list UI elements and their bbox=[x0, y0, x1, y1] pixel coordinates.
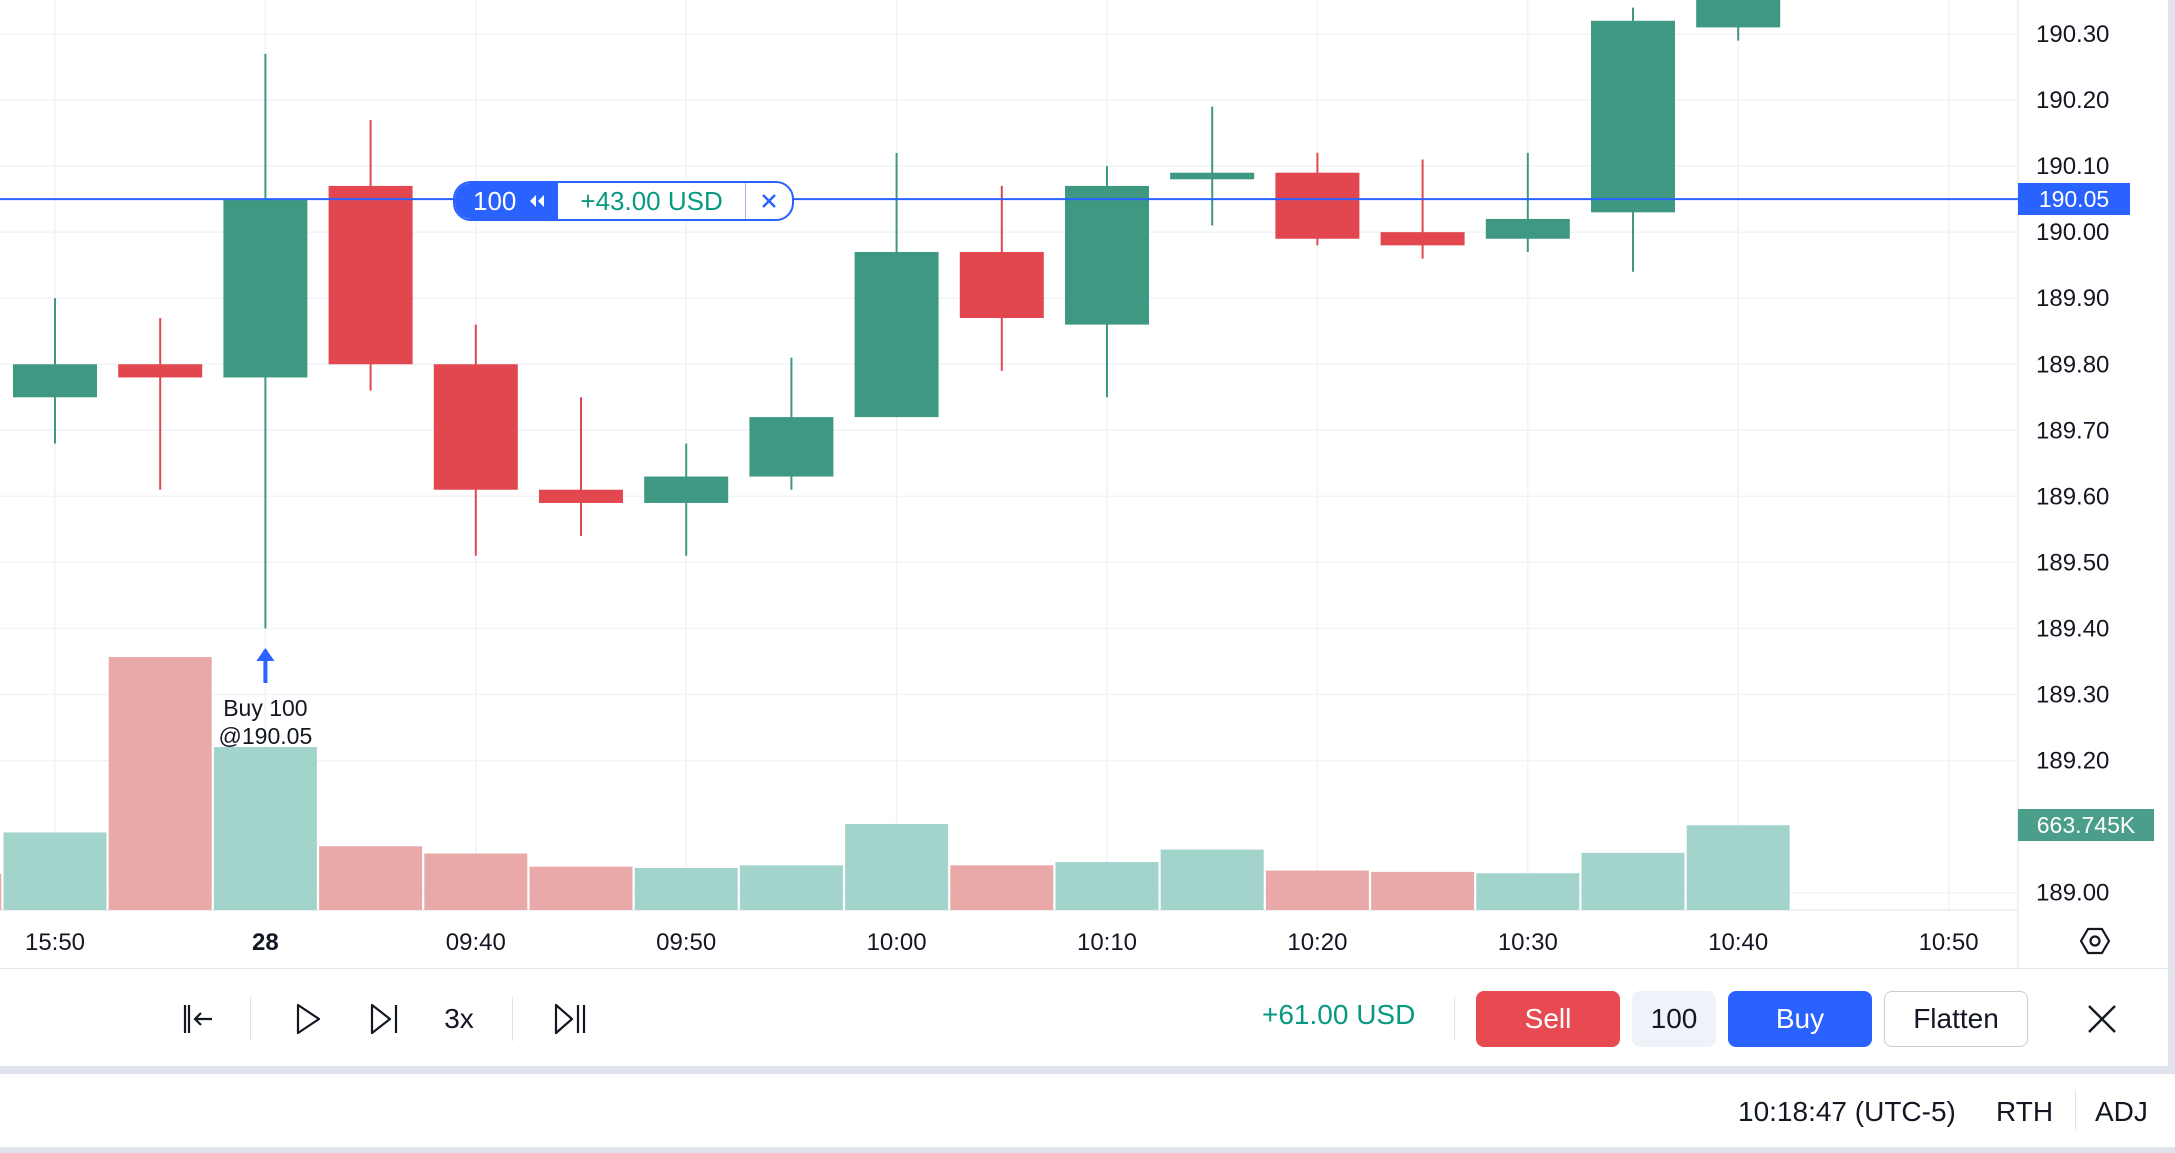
time-tick-label: 10:10 bbox=[1077, 929, 1137, 956]
chart-settings-icon[interactable] bbox=[2078, 924, 2112, 958]
candle-body bbox=[1591, 20, 1675, 213]
candle-body bbox=[1275, 172, 1360, 239]
time-tick-label: 10:20 bbox=[1287, 929, 1347, 956]
volume-bar bbox=[1686, 825, 1790, 910]
candle-body bbox=[1485, 218, 1570, 239]
volume-bar bbox=[108, 657, 212, 910]
price-tick-label: 190.00 bbox=[2036, 219, 2109, 246]
execution-label-line1: Buy 100 bbox=[223, 695, 307, 721]
play-button[interactable] bbox=[286, 991, 330, 1047]
volume-bar bbox=[213, 747, 317, 910]
total-pnl: +61.00 USD bbox=[1262, 999, 1416, 1030]
volume-bar bbox=[424, 853, 528, 910]
candle-body bbox=[854, 251, 939, 418]
chart-area[interactable]: Buy 100@190.05 190.30190.20190.10190.001… bbox=[0, 0, 2175, 968]
close-replay-button[interactable] bbox=[2080, 991, 2124, 1047]
volume-bar bbox=[950, 865, 1054, 910]
candle-body bbox=[1170, 172, 1255, 180]
volume-bar bbox=[3, 832, 107, 910]
step-forward-button[interactable] bbox=[362, 991, 406, 1047]
jump-to-start-button[interactable] bbox=[176, 991, 220, 1047]
panel-divider[interactable] bbox=[0, 1066, 2175, 1074]
candle-body bbox=[749, 417, 834, 477]
price-tick-label: 189.30 bbox=[2036, 682, 2109, 709]
price-tick-label: 189.50 bbox=[2036, 549, 2109, 576]
price-tick-label: 189.70 bbox=[2036, 417, 2109, 444]
jump-to-realtime-button[interactable] bbox=[548, 991, 592, 1047]
candle-body bbox=[644, 476, 729, 503]
volume-bar bbox=[0, 873, 2, 910]
close-position-icon[interactable] bbox=[746, 183, 792, 219]
candle-body bbox=[959, 251, 1044, 319]
candles bbox=[13, 0, 1781, 629]
candle-body bbox=[1380, 232, 1465, 246]
candle-body bbox=[1065, 185, 1149, 325]
candle-body bbox=[13, 364, 97, 398]
position-pill[interactable]: 100 +43.00 USD bbox=[453, 181, 794, 221]
volume-bar bbox=[845, 823, 949, 910]
flatten-button[interactable]: Flatten bbox=[1884, 991, 2028, 1047]
replay-speed-button[interactable]: 3x bbox=[444, 1003, 474, 1034]
candle-body bbox=[328, 185, 413, 365]
session-toggle[interactable]: RTH bbox=[1996, 1096, 2054, 1127]
volume-bar bbox=[1581, 852, 1685, 910]
position-pnl: +43.00 USD bbox=[558, 183, 746, 219]
price-tick-label: 189.60 bbox=[2036, 483, 2109, 510]
time-tick-label: 09:40 bbox=[446, 929, 506, 956]
price-tick-label: 189.80 bbox=[2036, 351, 2109, 378]
volume-bar bbox=[634, 867, 738, 910]
candle-body bbox=[223, 199, 308, 378]
position-qty[interactable]: 100 bbox=[455, 183, 559, 219]
volume-bar bbox=[1055, 862, 1159, 910]
candle-body bbox=[118, 364, 203, 378]
execution-label-line2: @190.05 bbox=[219, 723, 313, 749]
price-tick-label: 190.20 bbox=[2036, 87, 2109, 114]
timezone-clock[interactable]: 10:18:47 (UTC-5) bbox=[1738, 1096, 1956, 1127]
price-axis[interactable]: 190.30 190.20 190.10 190.00 189.90 189.80 189.… bbox=[2036, 21, 2109, 907]
price-tick-label: 190.10 bbox=[2036, 153, 2109, 180]
volume-bar bbox=[529, 866, 633, 910]
adjustment-toggle[interactable]: ADJ bbox=[2095, 1096, 2148, 1127]
sell-button[interactable]: Sell bbox=[1476, 991, 1620, 1047]
time-tick-label: 10:30 bbox=[1498, 929, 1558, 956]
replay-toolbar: 3x +61.00 USD Sell 100 Buy Flatten bbox=[0, 968, 2175, 1069]
step-forward-icon bbox=[370, 1003, 398, 1035]
price-tick-label: 189.20 bbox=[2036, 748, 2109, 775]
execution-marker: Buy 100@190.05 bbox=[219, 648, 313, 749]
volume-bar bbox=[739, 865, 843, 910]
order-quantity-input[interactable]: 100 bbox=[1632, 991, 1716, 1047]
volume-bars bbox=[0, 657, 1790, 910]
time-tick-label: 10:40 bbox=[1708, 929, 1768, 956]
buy-arrow-head-icon bbox=[256, 648, 275, 661]
price-tick-label: 189.00 bbox=[2036, 880, 2109, 907]
volume-bar bbox=[1265, 870, 1369, 910]
candle-body bbox=[433, 364, 518, 490]
price-tick-label: 189.90 bbox=[2036, 285, 2109, 312]
jump-to-realtime-icon bbox=[554, 1003, 586, 1035]
volume-bar bbox=[1476, 873, 1580, 910]
time-tick-label: 09:50 bbox=[656, 929, 716, 956]
volume-bar bbox=[1371, 871, 1475, 910]
time-axis[interactable]: 15:50 28 09:40 09:50 10:00 10:10 10:20 10:30 10:… bbox=[25, 929, 1979, 956]
volume-bar bbox=[1160, 849, 1264, 910]
time-tick-label: 10:50 bbox=[1919, 929, 1979, 956]
buy-button[interactable]: Buy bbox=[1728, 991, 1872, 1047]
right-panel-edge bbox=[2168, 0, 2175, 1074]
position-qty-label: 100 bbox=[473, 185, 517, 216]
time-tick-label: 15:50 bbox=[25, 929, 85, 956]
candle-body bbox=[1696, 0, 1781, 28]
price-tick-label: 190.30 bbox=[2036, 21, 2109, 48]
volume-bar bbox=[319, 846, 423, 910]
candle-body bbox=[539, 489, 623, 503]
time-tick-label: 28 bbox=[252, 929, 279, 956]
play-icon bbox=[296, 1003, 321, 1035]
status-bar: 10:18:47 (UTC-5) RTH ADJ bbox=[0, 1074, 2175, 1153]
close-icon bbox=[2088, 1005, 2116, 1033]
volume-badge: 663.745K bbox=[2018, 809, 2154, 841]
price-tick-label: 189.40 bbox=[2036, 615, 2109, 642]
current-price-badge: 190.05 bbox=[2018, 183, 2130, 215]
time-tick-label: 10:00 bbox=[867, 929, 927, 956]
reverse-arrows-icon[interactable] bbox=[528, 193, 546, 209]
jump-to-start-icon bbox=[183, 1005, 212, 1033]
